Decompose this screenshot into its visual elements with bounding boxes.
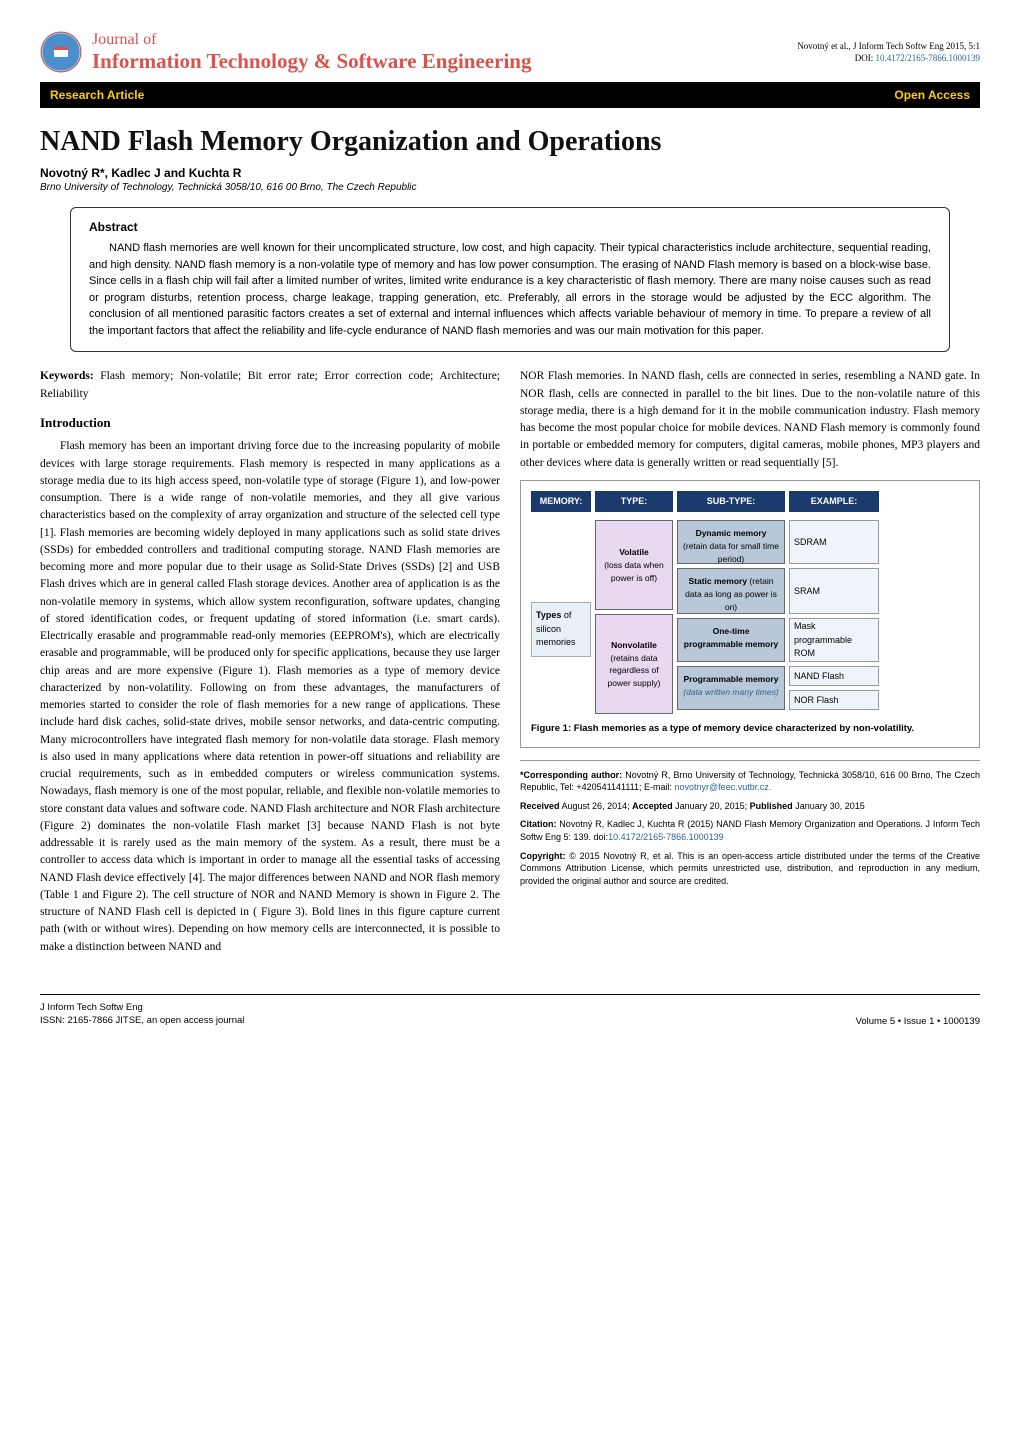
fig-nonvolatile-box: Nonvolatile (retains data regardless of … (595, 614, 673, 714)
fig-ex-nor: NOR Flash (789, 690, 879, 710)
fig-head-memory: MEMORY: (531, 491, 591, 513)
fig-type-col: TYPE: Volatile (loss data when power is … (595, 491, 673, 715)
bar-right: Open Access (894, 88, 970, 102)
doi-label: DOI: (855, 53, 876, 63)
page-container: Journal of Information Technology & Soft… (0, 0, 1020, 1057)
column-left: Keywords: Flash memory; Non-volatile; Bi… (40, 368, 500, 964)
fig-dynamic-box: Dynamic memory (retain data for small ti… (677, 520, 785, 564)
journal-name: Journal of (92, 30, 531, 49)
citation-info: Novotný et al., J Inform Tech Softw Eng … (797, 40, 980, 65)
fig-dynamic-desc: (retain data for small time period) (683, 541, 779, 564)
journal-logo-icon (40, 31, 82, 73)
corr-p1-label: *Corresponding author: (520, 770, 622, 780)
journal-text: Journal of Information Technology & Soft… (92, 30, 531, 74)
column-right: NOR Flash memories. In NAND flash, cells… (520, 368, 980, 964)
figure-1-columns: MEMORY: Types of silicon memories TYPE: … (531, 491, 969, 715)
fig-prog-desc: (data written many times) (683, 687, 778, 697)
authors: Novotný R*, Kadlec J and Kuchta R (40, 166, 980, 180)
corr-accepted-date: January 20, 2015; (673, 801, 750, 811)
corr-doi-link[interactable]: 10.4172/2165-7866.1000139 (608, 832, 724, 842)
abstract-text: NAND flash memories are well known for t… (89, 240, 931, 339)
header-row: Journal of Information Technology & Soft… (40, 30, 980, 74)
footer-right: Volume 5 • Issue 1 • 1000139 (856, 1016, 980, 1027)
fig-example-col: EXAMPLE: SDRAM SRAM Mask programmable RO… (789, 491, 879, 715)
corr-p1: *Corresponding author: Novotný R, Brno U… (520, 769, 980, 794)
fig-types-label: Types of silicon memories (531, 602, 591, 657)
body-columns: Keywords: Flash memory; Non-volatile; Bi… (40, 368, 980, 964)
figure-1-box: MEMORY: Types of silicon memories TYPE: … (520, 480, 980, 748)
keywords-para: Keywords: Flash memory; Non-volatile; Bi… (40, 368, 500, 403)
corr-p3: Citation: Novotný R, Kadlec J, Kuchta R … (520, 818, 980, 843)
fig-nonvolatile-title: Nonvolatile (600, 639, 668, 652)
corr-citation-label: Citation: (520, 819, 557, 829)
affiliation: Brno University of Technology, Technická… (40, 182, 980, 193)
figure-1-inner: MEMORY: Types of silicon memories TYPE: … (531, 491, 969, 715)
fig-prog-box: Programmable memory (data written many t… (677, 666, 785, 710)
fig-volatile-box: Volatile (loss data when power is off) (595, 520, 673, 610)
figure-1-caption: Figure 1: Flash memories as a type of me… (531, 722, 969, 736)
footer-left: J Inform Tech Softw Eng ISSN: 2165-7866 … (40, 1001, 244, 1028)
fig-otp-box: One-time programmable memory (677, 618, 785, 662)
corr-received-date: August 26, 2014; (560, 801, 633, 811)
keywords-label: Keywords: (40, 370, 94, 382)
keywords-text: Flash memory; Non-volatile; Bit error ra… (40, 370, 500, 399)
fig1-cap-label: Figure 1: (531, 723, 571, 734)
page-footer: J Inform Tech Softw Eng ISSN: 2165-7866 … (40, 994, 980, 1028)
intro-heading: Introduction (40, 413, 500, 433)
fig-static-box: Static memory (retain data as long as po… (677, 568, 785, 614)
fig-volatile-title: Volatile (600, 546, 668, 559)
citation-text: Novotný et al., J Inform Tech Softw Eng … (797, 40, 980, 53)
fig-types-bold: Types (536, 610, 561, 620)
fig-nonvolatile-desc: (retains data regardless of power supply… (600, 652, 668, 690)
fig-head-type: TYPE: (595, 491, 673, 513)
fig-head-subtype: SUB-TYPE: (677, 491, 785, 513)
fig-ex-sdram: SDRAM (789, 520, 879, 564)
fig-volatile-desc: (loss data when power is off) (600, 559, 668, 585)
fig1-cap-text: Flash memories as a type of memory devic… (571, 723, 914, 734)
corr-published-date: January 30, 2015 (793, 801, 865, 811)
doi-link[interactable]: 10.4172/2165-7866.1000139 (876, 53, 981, 63)
corr-received-label: Received (520, 801, 560, 811)
fig-prog-title: Programmable memory (684, 674, 779, 684)
article-title: NAND Flash Memory Organization and Opera… (40, 126, 980, 158)
corr-accepted-label: Accepted (632, 801, 673, 811)
journal-fullname: Information Technology & Software Engine… (92, 49, 531, 74)
fig-ex-mask: Mask programmable ROM (789, 618, 879, 662)
fig-ex-sram: SRAM (789, 568, 879, 614)
journal-block: Journal of Information Technology & Soft… (40, 30, 531, 74)
corr-citation-text: Novotný R, Kadlec J, Kuchta R (2015) NAN… (520, 819, 980, 842)
corr-copyright-text: © 2015 Novotný R, et al. This is an open… (520, 851, 980, 886)
abstract-box: Abstract NAND flash memories are well kn… (70, 207, 950, 352)
corr-copyright-label: Copyright: (520, 851, 566, 861)
footer-journal: J Inform Tech Softw Eng (40, 1001, 244, 1014)
corr-published-label: Published (750, 801, 793, 811)
fig-head-example: EXAMPLE: (789, 491, 879, 513)
fig-subtype-col: SUB-TYPE: Dynamic memory (retain data fo… (677, 491, 785, 715)
corr-p4: Copyright: © 2015 Novotný R, et al. This… (520, 850, 980, 888)
corresponding-box: *Corresponding author: Novotný R, Brno U… (520, 760, 980, 888)
fig-ex-nand: NAND Flash (789, 666, 879, 686)
col2-p1: NOR Flash memories. In NAND flash, cells… (520, 368, 980, 472)
corr-p2: Received August 26, 2014; Accepted Janua… (520, 800, 980, 813)
fig-dynamic-title: Dynamic memory (696, 528, 767, 538)
fig-memory-col: MEMORY: Types of silicon memories (531, 491, 591, 715)
doi-row: DOI: 10.4172/2165-7866.1000139 (797, 52, 980, 65)
abstract-heading: Abstract (89, 220, 931, 234)
footer-issn: ISSN: 2165-7866 JITSE, an open access jo… (40, 1014, 244, 1027)
fig-static-title: Static memory (688, 576, 747, 586)
corr-email-link[interactable]: novotnyr@feec.vutbr.cz. (675, 782, 772, 792)
intro-p1: Flash memory has been an important drivi… (40, 438, 500, 956)
bar-left: Research Article (50, 88, 144, 102)
fig-otp-title: One-time programmable memory (684, 626, 778, 649)
section-bar: Research Article Open Access (40, 82, 980, 108)
